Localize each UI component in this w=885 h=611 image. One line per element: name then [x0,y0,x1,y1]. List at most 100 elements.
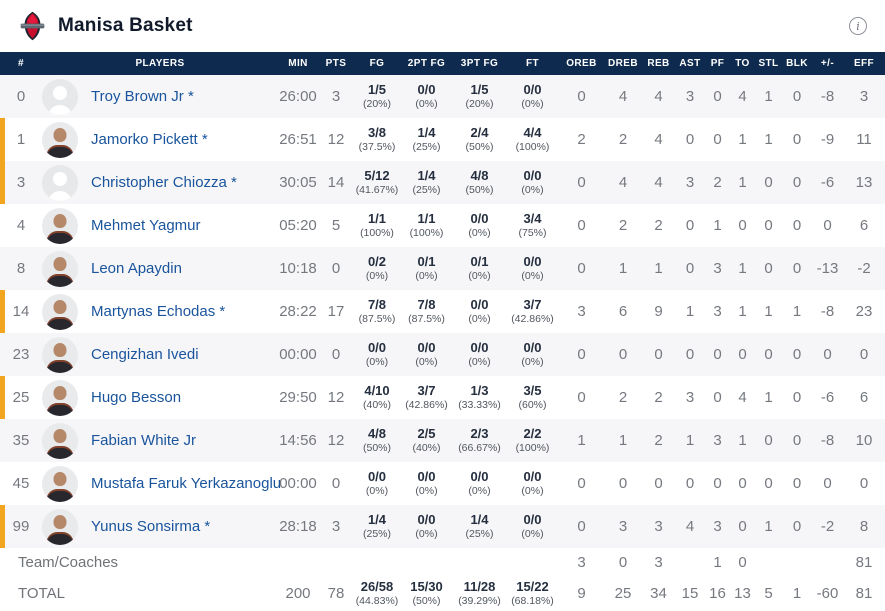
player-pts: 12 [318,118,354,161]
2pt-fg: 1/1 (100%) [400,204,453,247]
team-stat-dreb: 0 [604,548,642,577]
2pt-fg-made-attempt: 0/0 [417,81,436,97]
3pt-fg-percentage: (33.33%) [458,399,501,412]
player-name-link[interactable]: Jamorko Pickett * [91,131,208,148]
column-header-to: TO [730,52,755,75]
player-pts: 17 [318,290,354,333]
stat-oreb: 0 [559,505,604,548]
fg: 7/8 (87.5%) [354,290,400,333]
stat-pf: 2 [705,161,730,204]
stat-plus-minus: -8 [812,290,843,333]
total-pts: 78 [318,577,354,610]
stat-dreb: 1 [604,419,642,462]
stat-to: 4 [730,376,755,419]
stat-dreb: 2 [604,118,642,161]
column-header-eff: EFF [843,52,885,75]
2pt-fg: 0/0 (0%) [400,505,453,548]
player-photo-avatar [42,293,78,330]
player-min: 00:00 [278,462,318,505]
stat-plus-minus: -2 [812,505,843,548]
stat-eff: -2 [843,247,885,290]
3pt-fg: 2/3 (66.67%) [453,419,506,462]
player-pts: 3 [318,505,354,548]
player-jersey-number: 45 [0,462,42,505]
stat-pf: 3 [705,290,730,333]
stat-dreb: 0 [604,333,642,376]
3pt-fg-made-attempt: 1/4 [470,511,489,527]
stat-ast: 3 [675,376,705,419]
player-pts: 0 [318,247,354,290]
player-jersey-number: 35 [0,419,42,462]
total-stat-pf: 16 [705,577,730,610]
stat-oreb: 0 [559,462,604,505]
stat-stl: 0 [755,247,782,290]
stat-ast: 0 [675,247,705,290]
stat-ast: 4 [675,505,705,548]
stat-blk: 0 [782,333,812,376]
ft-percentage: (60%) [518,399,547,412]
player-jersey-number: 0 [0,75,42,118]
player-cell: Cengizhan Ivedi [42,333,278,376]
player-name-link[interactable]: Martynas Echodas * [91,303,226,320]
stat-dreb: 1 [604,247,642,290]
2pt-fg-percentage: (100%) [409,227,444,240]
player-cell: Yunus Sonsirma * [42,505,278,548]
player-cell: Hugo Besson [42,376,278,419]
stat-reb: 2 [642,376,675,419]
fg: 0/0 (0%) [354,333,400,376]
fg-percentage: (0%) [365,485,389,498]
total-stat-oreb: 9 [559,577,604,610]
player-cell: Martynas Echodas * [42,290,278,333]
fg: 0/0 (0%) [354,462,400,505]
2pt-fg-made-attempt: 3/7 [417,382,436,398]
3pt-fg: 1/5 (20%) [453,75,506,118]
3pt-fg-percentage: (66.67%) [458,442,501,455]
stat-reb: 1 [642,247,675,290]
stat-to: 1 [730,118,755,161]
total-stat-ast: 15 [675,577,705,610]
page-header: Manisa Basket i [0,0,885,52]
stat-eff: 10 [843,419,885,462]
2pt-fg: 3/7 (42.86%) [400,376,453,419]
stat-plus-minus: -9 [812,118,843,161]
ft-made-attempt: 4/4 [523,124,542,140]
team-stat-plus-minus [812,548,843,577]
player-name-link[interactable]: Mehmet Yagmur [91,217,201,234]
ft-percentage: (100%) [515,141,550,154]
column-header-players: PLAYERS [42,52,278,75]
column-header-stl: STL [755,52,782,75]
player-jersey-number: 8 [0,247,42,290]
fg-made-attempt: 4/8 [367,425,387,441]
stat-pf: 0 [705,75,730,118]
total-stat-eff: 81 [843,577,885,610]
stat-ast: 0 [675,333,705,376]
player-name-link[interactable]: Christopher Chiozza * [91,174,237,191]
fg-percentage: (100%) [360,227,394,240]
stat-stl: 0 [755,161,782,204]
player-name-link[interactable]: Yunus Sonsirma * [91,518,211,535]
stat-pf: 3 [705,419,730,462]
3pt-fg-made-attempt: 0/0 [470,296,489,312]
info-icon[interactable]: i [849,17,867,35]
player-jersey-number: 4 [0,204,42,247]
fg-made-attempt: 7/8 [367,296,387,312]
player-name-link[interactable]: Fabian White Jr [91,432,197,449]
fg-made-attempt: 3/8 [367,124,387,140]
total-2pt-fg-made-attempt: 15/30 [410,578,443,594]
player-cell: Jamorko Pickett * [42,118,278,161]
player-name-link[interactable]: Cengizhan Ivedi [91,346,199,363]
3pt-fg: 0/0 (0%) [453,333,506,376]
stat-reb: 4 [642,75,675,118]
stat-to: 0 [730,204,755,247]
player-name-link[interactable]: Troy Brown Jr * [91,88,194,105]
3pt-fg-percentage: (50%) [465,141,494,154]
fg-percentage: (25%) [362,528,391,541]
3pt-fg-percentage: (0%) [468,270,491,283]
2pt-fg: 0/0 (0%) [400,462,453,505]
ft-percentage: (0%) [521,356,544,369]
player-name-link[interactable]: Mustafa Faruk Yerkazanoglu [91,475,282,492]
stat-to: 0 [730,333,755,376]
total-row: TOTAL 200 78 26/58 (44.83%) 15/30 (50%) 11/28 (3… [0,577,885,610]
player-name-link[interactable]: Hugo Besson [91,389,182,406]
player-name-link[interactable]: Leon Apaydin [91,260,182,277]
